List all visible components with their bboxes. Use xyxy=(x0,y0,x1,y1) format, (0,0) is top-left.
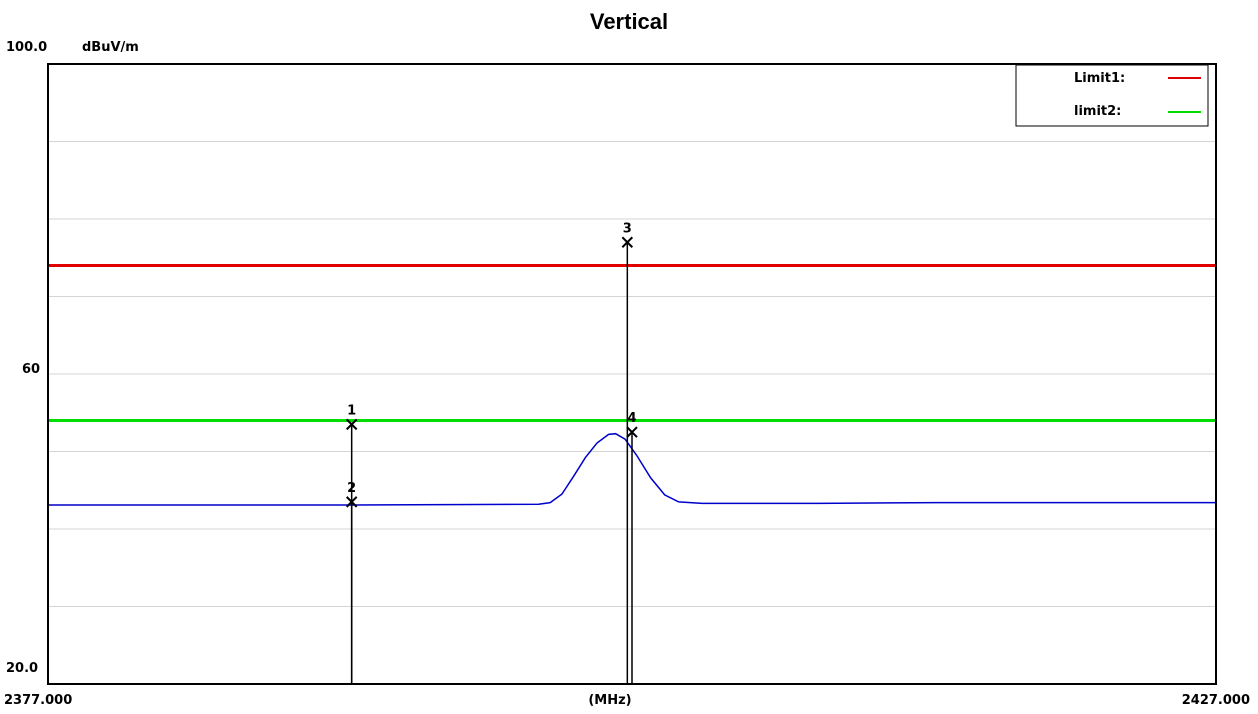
marker-2-cross xyxy=(345,496,358,508)
trace-group xyxy=(48,432,1216,506)
y-tick-top: 100.0 xyxy=(6,40,47,55)
x-unit-label: (MHz) xyxy=(588,693,631,708)
marker-2-label: 2 xyxy=(347,481,356,496)
marker-3: 3 xyxy=(621,221,634,684)
marker-1-cross xyxy=(345,418,358,431)
markers: 1 2 3 4 xyxy=(345,221,638,684)
legend-label-limit2: limit2: xyxy=(1074,104,1121,119)
trace-line xyxy=(48,432,1216,506)
marker-3-label: 3 xyxy=(623,221,632,236)
x-tick-right: 2427.000 xyxy=(1182,693,1250,708)
marker-4-cross xyxy=(626,426,638,438)
marker-3-cross xyxy=(621,236,634,248)
legend-label-limit1: Limit1: xyxy=(1074,71,1125,86)
y-tick-mid: 60 xyxy=(22,362,40,377)
legend: Limit1: limit2: xyxy=(1015,64,1209,127)
chart-title: Vertical xyxy=(590,9,668,34)
legend-box xyxy=(1015,64,1209,127)
limit-lines xyxy=(48,264,1216,422)
marker-2: 2 xyxy=(345,481,358,684)
x-tick-left: 2377.000 xyxy=(4,693,72,708)
y-unit-label: dBuV/m xyxy=(82,40,139,55)
marker-1-label: 1 xyxy=(347,403,356,418)
marker-4-label: 4 xyxy=(627,411,636,426)
y-tick-bottom: 20.0 xyxy=(6,661,38,676)
plot-frame xyxy=(47,63,1217,685)
marker-4: 4 xyxy=(626,411,638,684)
